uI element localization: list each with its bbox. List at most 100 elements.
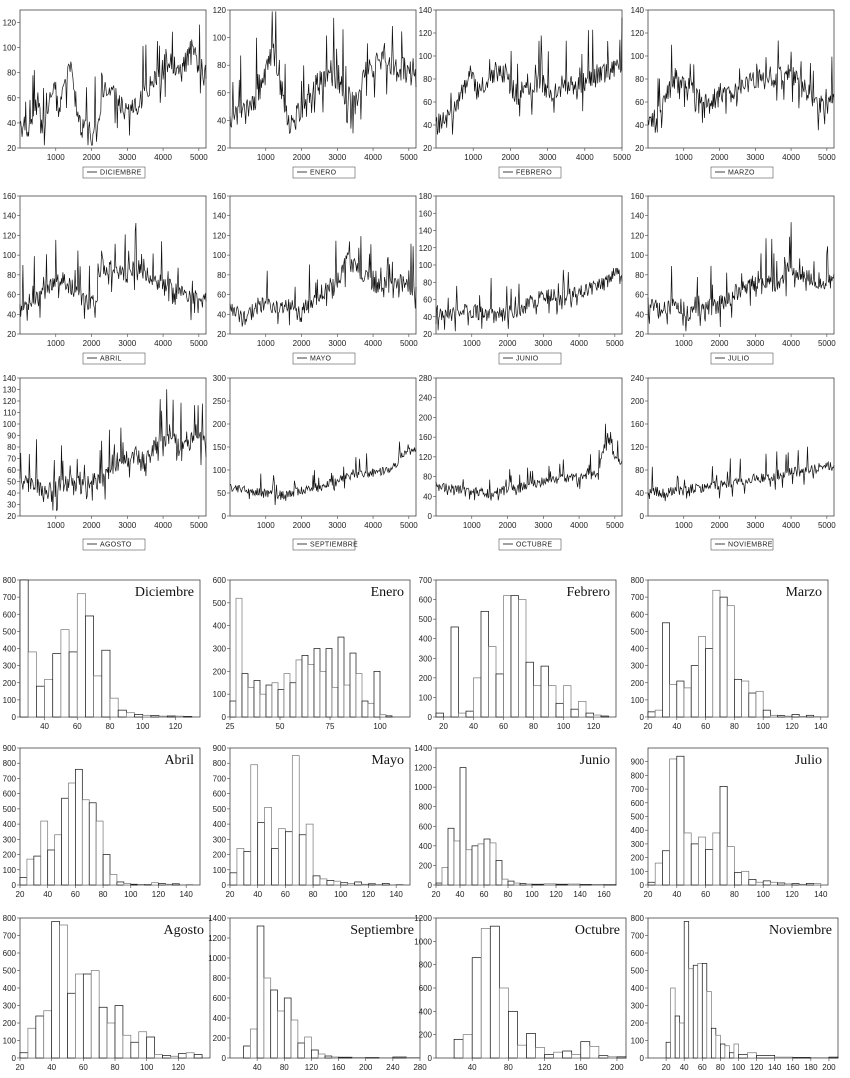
- y-tick-label: 500: [631, 813, 645, 822]
- legend-label: JUNIO: [516, 356, 539, 363]
- histogram-bar: [450, 626, 459, 718]
- histogram-bar: [60, 629, 70, 718]
- y-tick-label: 200: [213, 851, 227, 860]
- x-tick-label: 120: [587, 722, 601, 731]
- y-tick-label: 20: [217, 330, 226, 339]
- histogram-bar: [806, 883, 814, 886]
- y-tick-label: 1200: [414, 764, 432, 773]
- histogram-bar: [508, 1010, 518, 1059]
- x-tick-label: 140: [179, 890, 193, 899]
- x-tick-label: 120: [172, 1063, 186, 1072]
- y-tick-label: 700: [419, 576, 433, 585]
- plot-frame: [435, 377, 623, 517]
- histogram-bar: [123, 883, 132, 886]
- y-tick-label: 200: [213, 667, 227, 676]
- x-tick-label: 1000: [463, 521, 481, 530]
- histogram-bar: [291, 755, 300, 886]
- histogram-bar: [580, 1041, 591, 1059]
- series-line: [647, 40, 835, 133]
- histogram-bar: [289, 682, 297, 718]
- y-tick-label: 600: [3, 610, 17, 619]
- legend-box: [710, 352, 774, 365]
- histogram-bar: [726, 846, 735, 886]
- y-tick-label: 200: [631, 1019, 645, 1028]
- histogram-bar: [253, 680, 261, 718]
- histogram-bar: [719, 786, 728, 886]
- histogram-bar: [236, 848, 245, 886]
- y-tick-label: 50: [7, 478, 16, 487]
- y-tick-label: 400: [631, 984, 645, 993]
- x-tick-label: 5000: [190, 153, 208, 162]
- histogram-bar: [154, 1054, 163, 1059]
- y-tick-label: 100: [419, 693, 433, 702]
- y-tick-label: 200: [631, 854, 645, 863]
- y-tick-label: 60: [635, 98, 644, 107]
- y-tick-label: 160: [419, 209, 433, 218]
- legend-box: [710, 166, 774, 179]
- histogram-bar: [40, 820, 49, 886]
- y-tick-label: 240: [419, 394, 433, 403]
- histogram-bar: [277, 1010, 285, 1059]
- histogram-bar: [93, 675, 103, 718]
- y-tick-label: 400: [419, 1007, 433, 1016]
- legend-box: [498, 166, 562, 179]
- x-tick-label: 4000: [154, 153, 172, 162]
- x-tick-label: 100: [124, 890, 138, 899]
- x-tick-label: 120: [538, 1063, 552, 1072]
- histogram-title: Julio: [795, 753, 822, 768]
- histogram-bar: [525, 661, 534, 718]
- histogram-bar: [462, 1034, 473, 1059]
- histogram-bar: [507, 880, 515, 886]
- x-tick-label: 40: [253, 1063, 262, 1072]
- histogram-bar: [250, 764, 259, 886]
- y-tick-label: 300: [213, 835, 227, 844]
- histogram-bar: [598, 1055, 609, 1059]
- y-tick-label: 110: [3, 409, 16, 418]
- x-tick-label: 3000: [328, 153, 346, 162]
- histogram-bar: [733, 1043, 739, 1059]
- histogram-bar: [277, 689, 285, 718]
- x-tick-label: 100: [140, 1063, 154, 1072]
- histogram-bar: [688, 968, 694, 1059]
- x-tick-label: 1000: [257, 339, 275, 348]
- histogram-bar: [150, 715, 160, 718]
- histogram-bar: [756, 1055, 776, 1059]
- y-tick-label: 140: [419, 6, 433, 15]
- y-tick-label: 100: [213, 690, 227, 699]
- x-tick-label: 100: [373, 722, 387, 731]
- x-tick-label: 20: [439, 722, 448, 731]
- histogram-bar: [715, 1034, 721, 1059]
- x-tick-label: 40: [680, 1063, 689, 1072]
- x-tick-label: 3000: [746, 339, 764, 348]
- x-tick-label: 80: [504, 890, 513, 899]
- histogram-bar: [535, 1047, 545, 1059]
- x-tick-label: 50: [276, 722, 285, 731]
- y-tick-label: 300: [631, 1002, 645, 1011]
- histogram-bar: [712, 589, 721, 718]
- x-tick-label: 5000: [818, 339, 836, 348]
- histogram-bar: [813, 883, 822, 886]
- x-tick-label: 2000: [499, 521, 517, 530]
- histogram-bar: [325, 648, 333, 718]
- x-tick-label: 1000: [257, 521, 275, 530]
- y-tick-label: 120: [419, 29, 433, 38]
- y-tick-label: 100: [3, 866, 17, 875]
- y-tick-label: 160: [419, 433, 433, 442]
- y-tick-label: 120: [213, 231, 227, 240]
- histogram-bar: [229, 700, 237, 718]
- histogram-bar: [90, 970, 100, 1059]
- histogram-bar: [591, 884, 605, 886]
- x-tick-label: 1000: [675, 521, 693, 530]
- y-tick-label: 800: [631, 914, 645, 923]
- histogram-bar: [762, 709, 771, 718]
- histogram-bar: [755, 881, 764, 886]
- x-tick-label: 100: [557, 722, 571, 731]
- histogram-bar: [712, 832, 721, 886]
- histogram-bar: [338, 1056, 353, 1059]
- histogram-bar: [762, 880, 771, 886]
- y-tick-label: 500: [419, 615, 433, 624]
- x-tick-label: 3000: [539, 153, 557, 162]
- x-tick-label: 140: [768, 1063, 782, 1072]
- x-tick-label: 60: [698, 1063, 707, 1072]
- histogram-bar: [683, 687, 692, 718]
